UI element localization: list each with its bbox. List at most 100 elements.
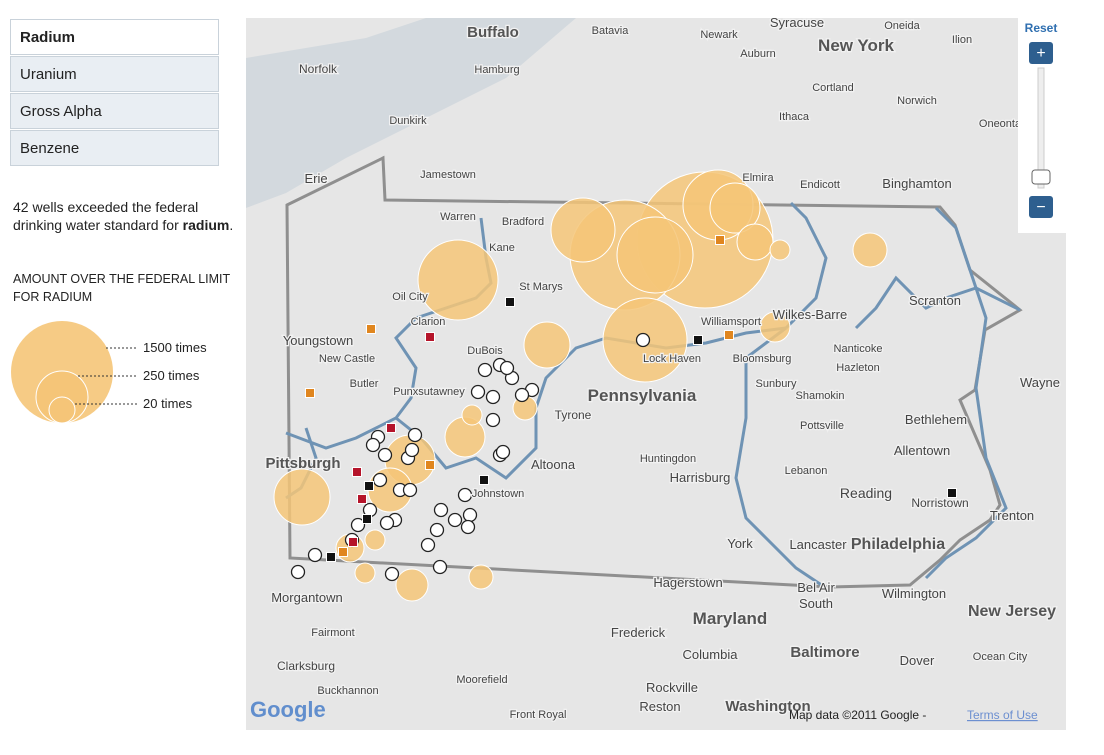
well-square bbox=[366, 324, 376, 334]
legend-label: 20 times bbox=[143, 396, 193, 411]
well-dot bbox=[485, 412, 501, 428]
well-dot bbox=[460, 519, 476, 535]
zoom-in[interactable] bbox=[1029, 42, 1053, 64]
place-label: Clarksburg bbox=[277, 659, 335, 673]
well-bubble bbox=[616, 216, 694, 294]
place-label: Clarion bbox=[411, 316, 446, 328]
map: Buffalo Batavia Syracuse Newark Oneida Ilion N… bbox=[246, 18, 1066, 730]
well-square bbox=[348, 537, 358, 547]
place-label: Reston bbox=[639, 699, 680, 714]
well-dot bbox=[407, 427, 423, 443]
place-label: Johnstown bbox=[472, 488, 525, 500]
place-label: Norwich bbox=[897, 95, 937, 107]
well-square bbox=[724, 330, 734, 340]
well-dot bbox=[462, 507, 478, 523]
well-square bbox=[947, 488, 957, 498]
well-dot bbox=[432, 559, 448, 575]
desc-text: 42 wells exceeded the federal drinking w… bbox=[13, 199, 199, 233]
lake bbox=[246, 18, 576, 208]
well-bubble bbox=[417, 239, 499, 321]
place-label: Elmira bbox=[742, 172, 774, 184]
place-label: Hamburg bbox=[474, 64, 519, 76]
well-dot bbox=[372, 472, 388, 488]
place-label: Oneonta bbox=[979, 118, 1022, 130]
zoom-out[interactable] bbox=[1029, 196, 1053, 218]
place-label: Washington bbox=[725, 698, 810, 715]
place-label: Bel Air bbox=[797, 580, 835, 595]
well-square bbox=[479, 475, 489, 485]
tab[interactable]: Gross Alpha bbox=[10, 93, 219, 129]
zoom-out-icon: − bbox=[1036, 199, 1045, 216]
well-dot bbox=[457, 487, 473, 503]
logo: Google bbox=[250, 697, 326, 722]
place-label: Harrisburg bbox=[670, 470, 731, 485]
place-label: Binghamton bbox=[882, 176, 951, 191]
place-label: Maryland bbox=[693, 609, 768, 628]
well-dot bbox=[377, 447, 393, 463]
well-bubble bbox=[709, 182, 761, 234]
wells bbox=[273, 169, 957, 602]
place-label: Frederick bbox=[611, 625, 666, 640]
well-dot bbox=[495, 444, 511, 460]
well-dot bbox=[470, 384, 486, 400]
well-dot bbox=[384, 566, 400, 582]
tab[interactable]: Benzene bbox=[10, 130, 219, 166]
place-label: Bethlehem bbox=[905, 412, 967, 427]
place-label: Sunbury bbox=[756, 378, 797, 390]
well-square bbox=[326, 552, 336, 562]
place-label: DuBois bbox=[467, 345, 503, 357]
place-label: South bbox=[799, 596, 833, 611]
legend-title: AMOUNT OVER THE FEDERAL LIMIT FOR RADIUM bbox=[13, 272, 230, 304]
well-square bbox=[338, 547, 348, 557]
well-bubble bbox=[468, 564, 494, 590]
well-bubble bbox=[354, 562, 376, 584]
place-label: Buckhannon bbox=[317, 685, 378, 697]
place-label: Ocean City bbox=[973, 651, 1028, 663]
place-label: Auburn bbox=[740, 48, 775, 60]
tab[interactable]: Radium bbox=[10, 19, 219, 55]
well-dot bbox=[402, 482, 418, 498]
zoom-thumb[interactable] bbox=[1031, 169, 1051, 185]
place-label: Fairmont bbox=[311, 627, 354, 639]
place-label: Punxsutawney bbox=[393, 386, 465, 398]
place-label: Scranton bbox=[909, 293, 961, 308]
place-label: Lock Haven bbox=[643, 353, 701, 365]
place-label: Moorefield bbox=[456, 674, 507, 686]
place-label: Jamestown bbox=[420, 169, 476, 181]
place-label: Williamsport bbox=[701, 316, 761, 328]
place-label: Philadelphia bbox=[851, 536, 945, 553]
well-square bbox=[386, 423, 396, 433]
well-dot bbox=[350, 517, 366, 533]
attribution: Map data ©2011 Google - bbox=[789, 708, 926, 722]
place-label: New York bbox=[818, 36, 894, 55]
well-bubble bbox=[444, 416, 486, 458]
well-square bbox=[362, 514, 372, 524]
reset[interactable]: Reset bbox=[1025, 21, 1058, 35]
well-bubble bbox=[395, 568, 429, 602]
well-dot bbox=[433, 502, 449, 518]
place-label: Bradford bbox=[502, 216, 544, 228]
terms[interactable]: Terms of Use bbox=[967, 708, 1038, 722]
place-label: Norristown bbox=[911, 496, 968, 510]
place-label: Batavia bbox=[592, 25, 630, 37]
description: 42 wells exceeded the federal drinking w… bbox=[13, 198, 238, 234]
well-dot bbox=[499, 360, 515, 376]
tab[interactable]: Uranium bbox=[10, 56, 219, 92]
place-label: Oil City bbox=[392, 291, 428, 303]
well-bubble bbox=[364, 529, 386, 551]
place-label: Norfolk bbox=[299, 62, 338, 76]
well-square bbox=[425, 460, 435, 470]
place-label: Reading bbox=[840, 485, 892, 501]
zoom-in-icon: + bbox=[1036, 45, 1045, 62]
place-label: Baltimore bbox=[790, 644, 859, 661]
place-label: Butler bbox=[350, 378, 379, 390]
legend-circle bbox=[48, 396, 76, 424]
well-bubble bbox=[273, 468, 331, 526]
place-label: Tyrone bbox=[555, 408, 592, 422]
well-square bbox=[715, 235, 725, 245]
well-bubble bbox=[852, 232, 888, 268]
well-dot bbox=[485, 389, 501, 405]
well-square bbox=[352, 467, 362, 477]
place-label: Trenton bbox=[990, 508, 1034, 523]
place-label: Warren bbox=[440, 211, 476, 223]
